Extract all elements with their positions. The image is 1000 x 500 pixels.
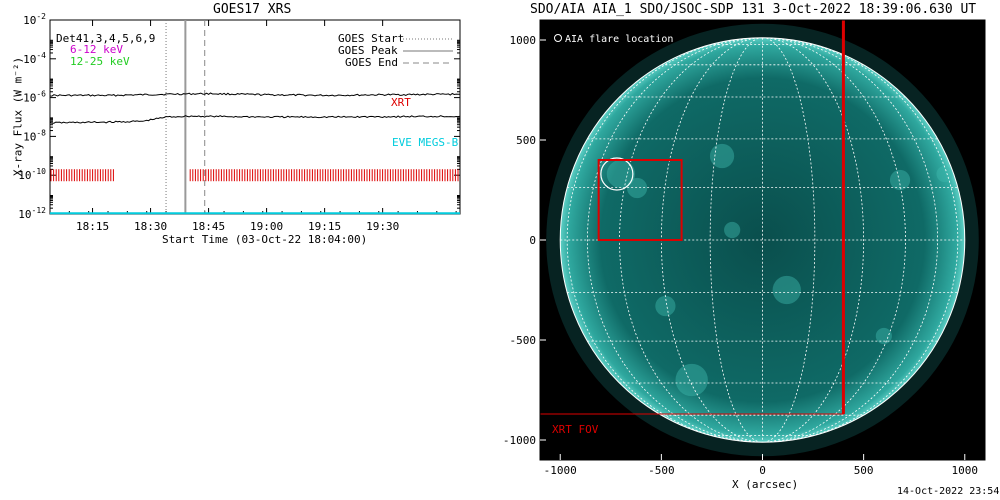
longitude-line (762, 37, 959, 443)
aia-y-tick-label: -500 (510, 334, 537, 347)
y-tick-exponent: -12 (32, 206, 47, 215)
goes-plot-title: GOES17 XRS (213, 2, 292, 17)
longitude-line (587, 37, 763, 443)
y-tick-label: 10-4 (23, 51, 46, 66)
y-tick-exponent: -4 (36, 51, 46, 60)
goes-series-1 (49, 115, 461, 124)
longitude-line (709, 37, 763, 443)
aia-y-tick-label: 500 (516, 134, 536, 147)
active-region (724, 221, 741, 239)
aia-flare-location-text: AIA flare location (565, 34, 674, 45)
y-tick-exponent: -10 (32, 167, 47, 176)
x-tick-label: 19:30 (366, 220, 399, 233)
y-tick-exponent: -2 (36, 12, 46, 21)
x-tick-label: 18:45 (192, 220, 225, 233)
active-region (936, 165, 953, 183)
aia-x-tick-label: 1000 (952, 464, 979, 477)
legend-goes-peak: GOES Peak (338, 44, 398, 57)
limb-circle (559, 37, 966, 443)
x-tick-label: 19:15 (308, 220, 341, 233)
legend-goes-start: GOES Start (338, 32, 405, 45)
flare-location-marker (600, 157, 634, 191)
aia-cutout-box (597, 159, 683, 241)
x-tick-label: 18:15 (76, 220, 109, 233)
detectors-label: Det41,3,4,5,6,9 (56, 32, 156, 45)
y-tick-exponent: -8 (36, 128, 46, 137)
aia-y-tick-label: 0 (529, 234, 536, 247)
energy-label-12-25: 12-25 keV (70, 55, 130, 68)
energy-label-6-12: 6-12 keV (70, 43, 123, 56)
aia-legend-label: AIA flare location (554, 34, 673, 45)
xrt-coverage-group (189, 169, 459, 182)
active-region (675, 363, 708, 397)
xrt-annotation: XRT (391, 96, 411, 109)
y-tick-label: 10-12 (18, 206, 46, 221)
y-tick-label: 10-6 (23, 90, 46, 105)
x-tick-label: 18:30 (134, 220, 167, 233)
active-region (875, 327, 892, 345)
aia-image (540, 20, 985, 460)
aia-y-tick-label: -1000 (503, 434, 536, 447)
aia-y-tick-label: 1000 (510, 34, 537, 47)
aia-x-tick-label: 0 (759, 464, 766, 477)
goes-y-axis-label: X-ray Flux (W m⁻²) (11, 56, 25, 177)
aia-x-tick-label: -1000 (544, 464, 577, 477)
active-region (889, 169, 911, 191)
xrt-fov-label: XRT FOV (552, 423, 599, 436)
y-tick-exponent: -6 (36, 90, 46, 99)
aia-x-tick-label: 500 (854, 464, 874, 477)
aia-x-tick-label: -500 (648, 464, 675, 477)
legend-goes-end: GOES End (345, 56, 398, 69)
aia-x-axis-label: X (arcsec) (732, 478, 799, 491)
longitude-line (762, 37, 906, 443)
active-region (655, 295, 676, 317)
longitude-line (762, 37, 864, 443)
x-tick-label: 19:00 (250, 220, 283, 233)
longitude-line (566, 37, 763, 443)
xrt-coverage-group (50, 169, 114, 182)
y-tick-label: 10-2 (23, 12, 46, 27)
footer-date: 14-Oct-2022 23:54 (897, 486, 1000, 497)
active-region (709, 143, 735, 169)
eve-annotation: EVE MEGS-B (392, 136, 459, 149)
y-tick-label: 10-8 (23, 128, 46, 143)
active-region (772, 275, 801, 305)
goes-x-axis-label: Start Time (03-Oct-22 18:04:00) (162, 233, 368, 246)
goes-series-0 (49, 92, 460, 97)
aia-image-title: SDO/AIA AIA_1 SDO/JSOC-SDP 131 3-Oct-202… (530, 2, 977, 17)
longitude-line (762, 37, 816, 443)
active-region (606, 159, 636, 189)
flare-marker-icon (554, 34, 562, 42)
